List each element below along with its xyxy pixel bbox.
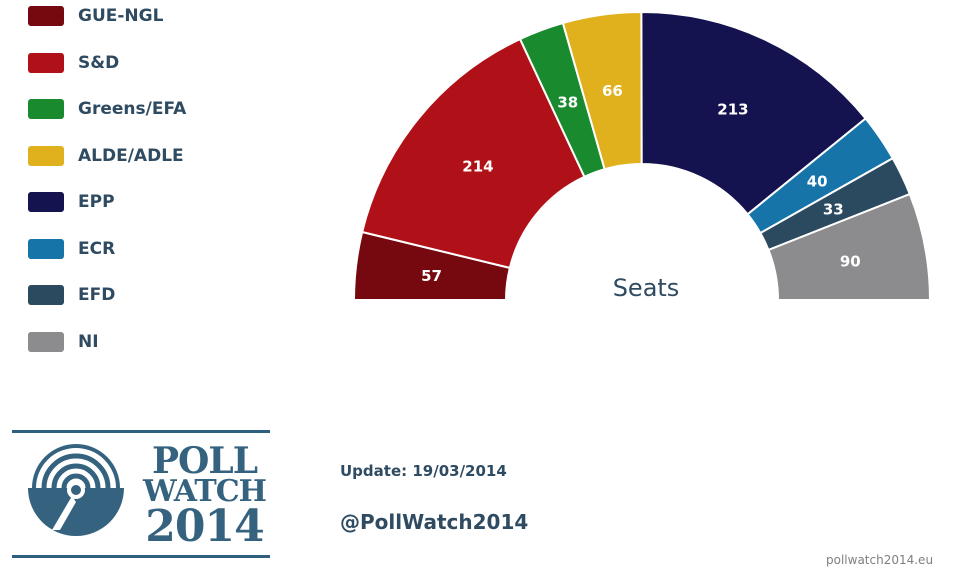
twitter-handle: @PollWatch2014 [340, 510, 529, 534]
update-date: Update: 19/03/2014 [340, 462, 507, 480]
legend-item: S&D [28, 50, 248, 76]
legend-label: EPP [78, 192, 115, 212]
website-url: pollwatch2014.eu [826, 553, 934, 567]
legend-item: EPP [28, 189, 248, 215]
seat-count-label: 40 [807, 173, 828, 191]
logo-rule-top [12, 430, 270, 433]
legend-swatch [28, 331, 64, 352]
logo-text-watch: WATCH [143, 474, 267, 509]
legend-swatch [28, 6, 64, 26]
legend-swatch [28, 238, 64, 259]
seat-count-label: 38 [557, 93, 578, 111]
chart-segments [352, 10, 932, 301]
poll-watch-logo-icon [28, 444, 124, 536]
seat-count-label: 66 [602, 82, 623, 100]
seat-count-label: 33 [823, 201, 844, 219]
legend-item: Greens/EFA [28, 96, 248, 122]
seat-count-label: 57 [421, 267, 442, 285]
seat-count-label: 213 [717, 101, 748, 119]
legend-swatch [28, 145, 64, 166]
legend-item: EFD [28, 282, 248, 308]
legend-swatch [28, 285, 64, 305]
legend-label: ALDE/ADLE [78, 145, 184, 166]
seat-segment [767, 192, 932, 301]
legend-item: ALDE/ADLE [28, 143, 248, 169]
legend-swatch [28, 192, 64, 212]
center-label: Seats [613, 274, 680, 302]
legend-swatch [28, 52, 64, 73]
seat-count-label: 214 [462, 158, 493, 176]
legend-label: S&D [78, 52, 120, 73]
legend-item: ECR [28, 236, 248, 262]
logo-rule-bottom [12, 555, 270, 558]
legend-label: EFD [78, 285, 116, 305]
legend-label: NI [78, 331, 99, 352]
logo-text-poll: POLL [151, 440, 258, 482]
seat-count-label: 90 [840, 252, 861, 270]
legend-item: GUE-NGL [28, 3, 248, 29]
legend-item: NI [28, 329, 248, 355]
legend-swatch [28, 99, 64, 119]
legend-label: ECR [78, 238, 116, 259]
chart-labels: 57 214 38 66 213 40 33 90 [421, 82, 861, 285]
legend-label: GUE-NGL [78, 6, 164, 26]
seat-segment [360, 37, 586, 270]
legend-label: Greens/EFA [78, 99, 187, 119]
seat-chart: 57 214 38 66 213 40 33 90 Seats [352, 10, 932, 302]
logo-text-year: 2014 [145, 501, 264, 552]
